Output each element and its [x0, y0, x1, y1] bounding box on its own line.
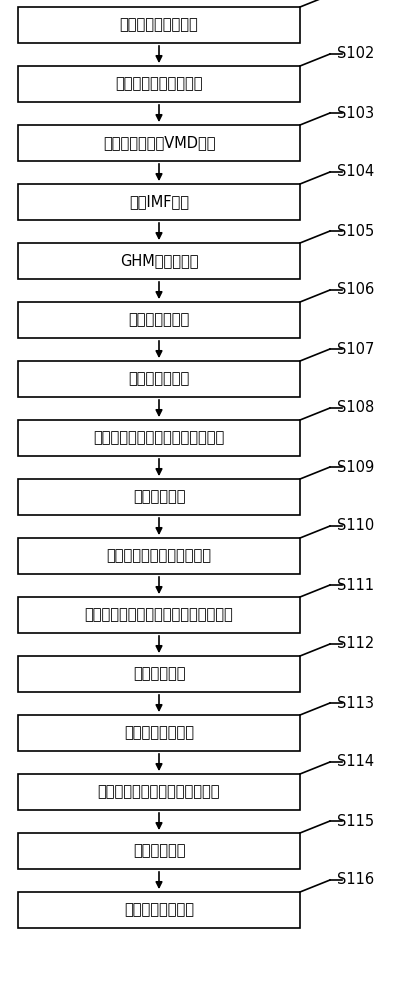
Bar — [18, 597, 300, 633]
Text: S114: S114 — [337, 754, 374, 770]
Bar — [18, 715, 300, 751]
Text: 训练分类模型: 训练分类模型 — [133, 489, 185, 504]
Text: S103: S103 — [337, 105, 374, 120]
Bar — [18, 125, 300, 161]
Text: 获取待分割定位的心音信号: 获取待分割定位的心音信号 — [107, 548, 211, 564]
Text: 心音信号边界估计: 心音信号边界估计 — [124, 726, 194, 740]
Bar — [18, 243, 300, 279]
Bar — [18, 66, 300, 102]
Text: 提取香农包络: 提取香农包络 — [133, 666, 185, 682]
Text: 对信号片段进行VMD分解: 对信号片段进行VMD分解 — [103, 135, 215, 150]
Text: S102: S102 — [337, 46, 375, 62]
Bar — [18, 420, 300, 456]
Bar — [18, 774, 300, 810]
Text: GHM多小波分解: GHM多小波分解 — [120, 253, 198, 268]
Text: S116: S116 — [337, 872, 374, 888]
Text: 心音信号样本片段划分: 心音信号样本片段划分 — [115, 77, 203, 92]
Text: S104: S104 — [337, 164, 374, 180]
Text: S113: S113 — [337, 696, 374, 710]
Bar — [18, 892, 300, 928]
Text: S106: S106 — [337, 282, 374, 298]
Bar — [18, 302, 300, 338]
Text: S111: S111 — [337, 578, 374, 592]
Text: S108: S108 — [337, 400, 374, 416]
Text: 时频域矩阵降维: 时频域矩阵降维 — [128, 371, 190, 386]
Text: 获取待分割定位心音信号的时频域矩阵: 获取待分割定位心音信号的时频域矩阵 — [85, 607, 233, 622]
Bar — [18, 361, 300, 397]
Text: 心音信号样本预处理: 心音信号样本预处理 — [119, 17, 198, 32]
Bar — [18, 833, 300, 869]
Text: S109: S109 — [337, 460, 374, 475]
Bar — [18, 538, 300, 574]
Bar — [18, 656, 300, 692]
Text: 心音信号分类: 心音信号分类 — [133, 844, 185, 858]
Bar — [18, 184, 300, 220]
Text: 心音信号分割定位: 心音信号分割定位 — [124, 902, 194, 918]
Text: S105: S105 — [337, 224, 374, 238]
Text: 基于奇异値分解提取心音信号特征: 基于奇异値分解提取心音信号特征 — [93, 430, 225, 446]
Text: S112: S112 — [337, 637, 374, 652]
Text: S115: S115 — [337, 814, 374, 828]
Text: S101: S101 — [337, 0, 374, 2]
Text: 提取待分割定位心音信号的特征: 提取待分割定位心音信号的特征 — [98, 784, 220, 800]
Bar — [18, 7, 300, 43]
Text: 构建时频域矩阵: 构建时频域矩阵 — [128, 312, 190, 328]
Text: S110: S110 — [337, 518, 374, 534]
Text: 选择IMF分量: 选择IMF分量 — [129, 194, 189, 210]
Text: S107: S107 — [337, 342, 375, 357]
Bar — [18, 479, 300, 515]
